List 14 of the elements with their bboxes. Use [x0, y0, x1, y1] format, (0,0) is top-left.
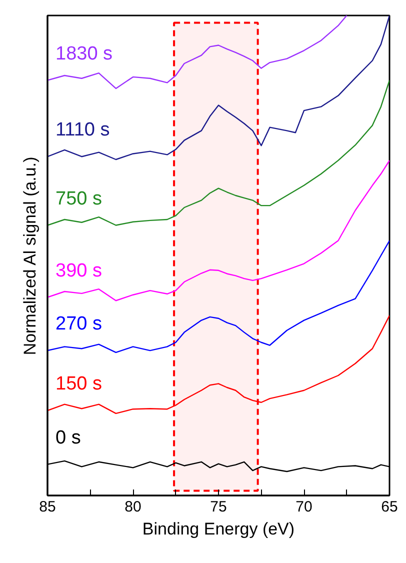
x-tick-label: 80	[124, 498, 142, 516]
x-tick-label: 85	[39, 498, 56, 516]
x-tick-label: 70	[296, 498, 312, 516]
y-axis-title: Normalized Al signal (a.u.)	[20, 156, 40, 356]
series-label: 1830 s	[56, 43, 113, 64]
x-tick-label: 65	[381, 498, 398, 516]
x-tick-label: 75	[210, 498, 227, 516]
series-label: 0 s	[56, 427, 81, 448]
x-axis-title: Binding Energy (eV)	[142, 520, 295, 538]
series-label: 150 s	[56, 374, 102, 395]
series-label: 390 s	[56, 260, 102, 282]
series-label: 270 s	[56, 314, 102, 335]
series-label: 1110 s	[56, 120, 110, 141]
series-label: 750 s	[56, 188, 102, 210]
